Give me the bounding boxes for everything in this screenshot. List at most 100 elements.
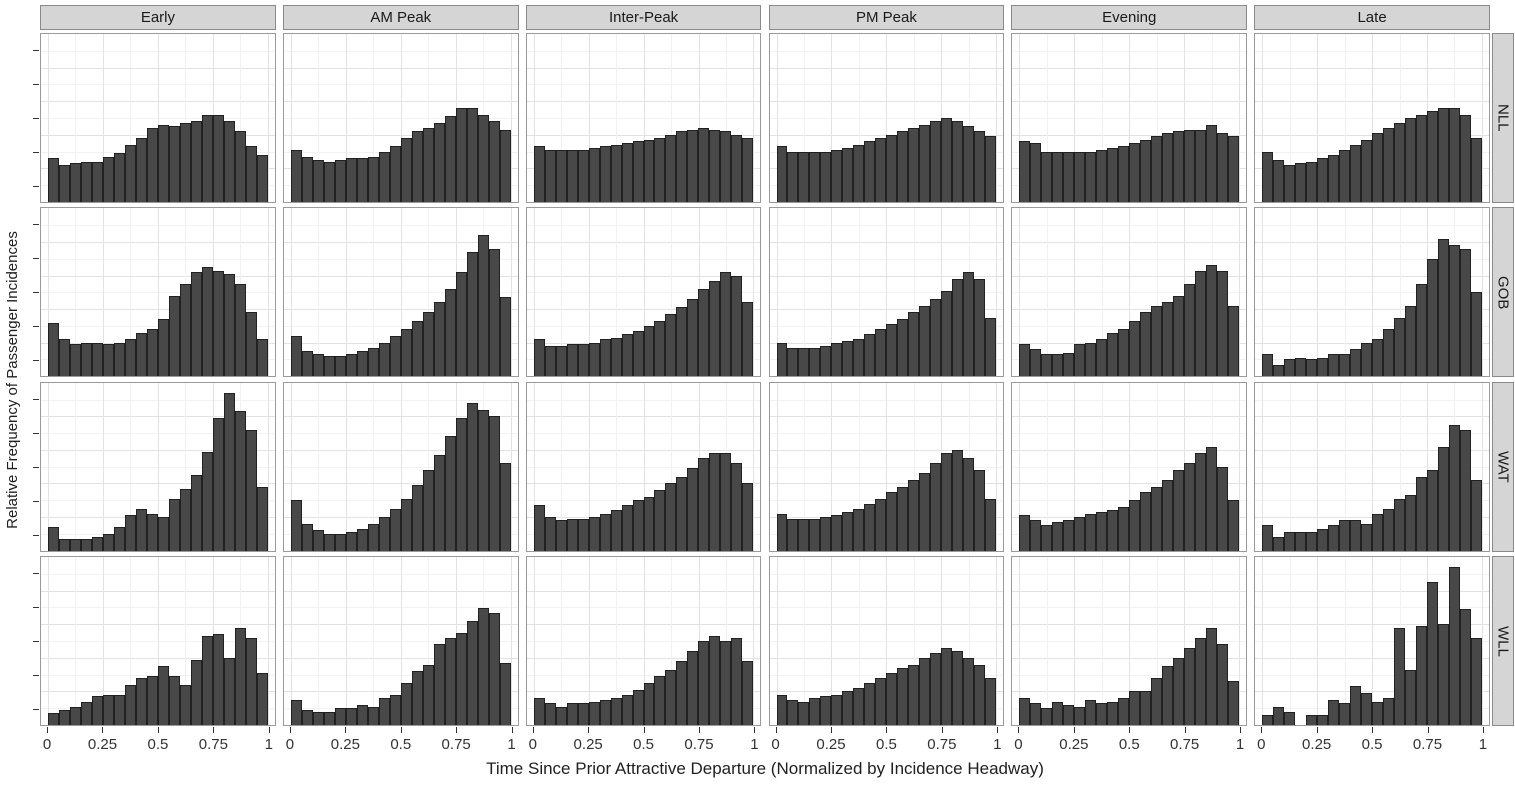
histogram-bars (1255, 557, 1489, 725)
facet-column-label: Early (140, 9, 175, 26)
x-tick-mark (1316, 727, 1318, 733)
histogram-bar (1361, 342, 1372, 377)
gridline-minor (1101, 382, 1103, 551)
histogram-bars (1012, 383, 1246, 551)
histogram-bar (963, 458, 975, 551)
histogram-bar (1118, 506, 1130, 551)
x-tick-mark (345, 727, 347, 733)
histogram-bar (212, 634, 224, 725)
gridline-major (157, 34, 159, 202)
histogram-bar (875, 329, 887, 377)
histogram-bar (91, 161, 103, 202)
histogram-bar (1328, 354, 1340, 377)
histogram-bar (974, 278, 986, 377)
histogram-bar (1284, 532, 1296, 551)
histogram-bar (820, 151, 832, 202)
x-tick-mark (588, 727, 590, 733)
histogram-bar (389, 694, 401, 725)
histogram-bar (1217, 133, 1229, 202)
histogram-bar (301, 156, 313, 202)
x-tick-mark (1427, 727, 1429, 733)
histogram-bar (566, 518, 578, 551)
histogram-bar (720, 131, 732, 202)
gridline-major (290, 34, 292, 202)
histogram-bar (577, 344, 589, 377)
x-tick-label: 1 (993, 736, 1002, 753)
histogram-bars (527, 208, 761, 377)
histogram-bar (1415, 476, 1427, 551)
panel-nll-am-peak (282, 33, 519, 203)
x-tick-label: 0.75 (441, 736, 471, 753)
histogram-bars (41, 557, 275, 725)
histogram-bar (422, 470, 434, 551)
histogram-bar (1052, 701, 1064, 725)
histogram-bar (853, 508, 865, 551)
histogram-bar (367, 347, 379, 377)
histogram-bar (588, 701, 600, 725)
histogram-bar (875, 138, 887, 202)
histogram-bar (1228, 305, 1240, 377)
gridline-major (400, 208, 402, 377)
histogram-bar (1437, 624, 1449, 725)
histogram-bar (1306, 161, 1318, 202)
histogram-bar (1273, 706, 1285, 725)
histogram-bar (455, 418, 467, 551)
histogram-bar (1393, 498, 1405, 551)
x-tick-label: 1 (750, 736, 759, 753)
histogram-bar (477, 114, 489, 202)
histogram-bar (356, 528, 368, 551)
histogram-bar (1019, 698, 1031, 725)
gridline-minor (428, 382, 430, 551)
histogram-bar (698, 641, 710, 725)
histogram-bar (1129, 500, 1141, 551)
histogram-bar (58, 339, 70, 377)
histogram-bar (610, 337, 622, 377)
histogram-bar (48, 322, 59, 377)
histogram-bar (290, 335, 302, 377)
x-tick-mark (157, 727, 159, 733)
gridline-major (1239, 208, 1241, 377)
histogram-bar (1129, 320, 1141, 377)
histogram-bar (1052, 354, 1064, 377)
gridline-major (1427, 382, 1429, 551)
gridline-minor (616, 208, 618, 377)
gridline-minor (130, 382, 132, 551)
histogram-bar (124, 144, 136, 202)
histogram-bar (643, 139, 655, 202)
gridline-major (886, 382, 888, 551)
gridline-minor (1046, 208, 1048, 377)
histogram-bar (234, 283, 246, 377)
histogram-bar (389, 508, 401, 551)
gridline-minor (318, 208, 320, 377)
gridline-major (643, 557, 645, 725)
histogram-bar (1339, 520, 1351, 551)
histogram-bar (1273, 159, 1285, 202)
gridline-major (588, 382, 590, 551)
histogram-bar (831, 694, 843, 725)
histogram-bar (312, 530, 324, 551)
histogram-bar (1107, 701, 1119, 725)
histogram-bar (455, 272, 467, 377)
histogram-bar (179, 283, 191, 377)
gridline-minor (968, 34, 970, 202)
histogram-bars (1012, 208, 1246, 377)
gridline-minor (318, 557, 320, 725)
x-tick-mark (754, 727, 756, 733)
y-tick-mark (33, 709, 39, 710)
panel-gob-early (40, 207, 276, 378)
gridline-minor (240, 34, 242, 202)
histogram-bar (1317, 528, 1329, 551)
histogram-bar (1162, 133, 1174, 202)
histogram-bar (1306, 714, 1318, 725)
panel-wat-evening (1011, 381, 1248, 552)
histogram-bar (1459, 429, 1471, 551)
panel-gob-evening (1011, 207, 1248, 378)
y-tick-mark (33, 500, 39, 502)
histogram-bar (422, 312, 434, 377)
gridline-major (1019, 208, 1021, 377)
histogram-bar (831, 342, 843, 377)
histogram-bar (599, 513, 611, 551)
histogram-bar (1184, 647, 1196, 725)
histogram-bar (1339, 354, 1351, 377)
